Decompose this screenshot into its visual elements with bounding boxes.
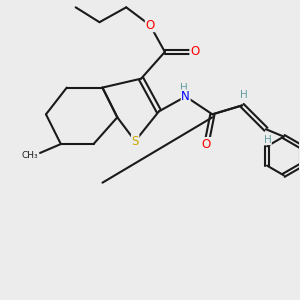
Text: O: O: [146, 19, 154, 32]
Text: O: O: [190, 45, 199, 58]
Text: N: N: [181, 90, 190, 103]
Text: H: H: [180, 82, 188, 93]
Text: H: H: [263, 135, 271, 145]
Text: O: O: [202, 138, 211, 151]
Text: S: S: [131, 135, 139, 148]
Text: CH₃: CH₃: [21, 152, 38, 160]
Text: H: H: [240, 90, 248, 100]
